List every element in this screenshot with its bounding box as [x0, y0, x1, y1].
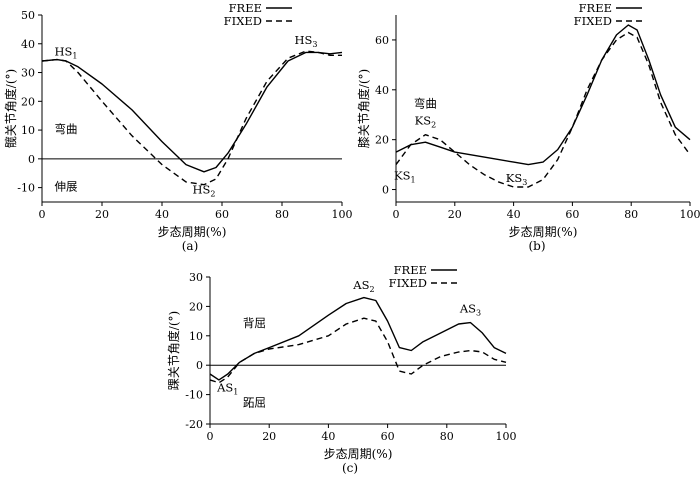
- ankle-annotation-text: AS: [352, 278, 369, 292]
- hip-annotation: HS3: [294, 33, 317, 49]
- knee-annotation: KS3: [506, 171, 528, 187]
- knee-chart: 0 20 40 60 80 100 0 20 40 60 步态周期(%) 膝关节角度/(°) (b) FR…: [356, 1, 700, 253]
- knee-annotation-text: KS: [506, 171, 523, 185]
- ankle-y-tick-label: 30: [189, 271, 203, 284]
- knee-annotation-text: KS: [415, 114, 432, 128]
- ankle-annotation-text: AS: [459, 301, 476, 315]
- knee-x-tick-label: 80: [624, 208, 638, 221]
- hip-y-tick-label: 20: [21, 95, 35, 108]
- hip-x-tick-label: 60: [215, 208, 229, 221]
- knee-series-free-line: [395, 24, 691, 166]
- hip-annotation-text: HS: [294, 33, 312, 47]
- hip-annotation-text: HS: [54, 44, 72, 58]
- hip-y-tick-label: 30: [21, 67, 35, 80]
- hip-legend-label: FIXED: [224, 14, 262, 28]
- hip-annotation: 伸展: [55, 179, 78, 193]
- hip-annotation: 弯曲: [55, 122, 78, 136]
- hip-annotation-text: 伸展: [55, 179, 78, 193]
- ankle-y-tick-label: 10: [189, 330, 203, 343]
- ankle-y-axis-label: 踝关节角度/(°): [166, 311, 181, 390]
- hip-annotation-sub: 2: [210, 189, 215, 198]
- hip-y-tick-label: 50: [21, 9, 35, 22]
- hip-y-tick-label: 40: [21, 38, 35, 51]
- hip-annotation-sub: 3: [312, 40, 317, 49]
- ankle-annotation-text: AS: [216, 381, 233, 395]
- ankle-y-tick-label: 0: [196, 359, 203, 372]
- knee-x-tick-label: 100: [680, 208, 700, 221]
- knee-annotation: KS1: [394, 169, 416, 185]
- knee-y-tick-label: 40: [375, 84, 389, 97]
- ankle-x-tick-label: 100: [496, 430, 517, 443]
- hip-annotation-text: HS: [192, 182, 210, 196]
- knee-annotation: 弯曲: [414, 96, 437, 110]
- ankle-y-tick-label: -10: [185, 389, 203, 402]
- ankle-annotation: 跖屈: [243, 395, 266, 409]
- knee-y-tick-label: 60: [375, 34, 389, 47]
- ankle-legend-label: FIXED: [389, 276, 427, 290]
- hip-x-tick-label: 0: [39, 208, 46, 221]
- knee-x-tick-label: 0: [393, 208, 400, 221]
- knee-series-fixed-line: [395, 31, 691, 188]
- knee-annotation-sub: 3: [522, 178, 527, 187]
- knee-x-tick-label: 60: [565, 208, 579, 221]
- hip-y-tick-label: 10: [21, 124, 35, 137]
- ankle-y-tick-label: -20: [185, 418, 203, 431]
- knee-annotation-text: 弯曲: [414, 96, 437, 110]
- ankle-series-fixed-line: [209, 317, 507, 384]
- hip-series-free-line: [41, 51, 343, 173]
- hip-annotation-sub: 1: [72, 51, 77, 60]
- ankle-x-tick-label: 20: [262, 430, 276, 443]
- hip-x-axis-label: 步态周期(%): [158, 225, 227, 239]
- knee-x-tick-label: 20: [448, 208, 462, 221]
- ankle-x-axis-label: 步态周期(%): [324, 447, 393, 461]
- knee-annotation-sub: 1: [411, 176, 416, 185]
- hip-x-tick-label: 100: [332, 208, 353, 221]
- hip-series-fixed-line: [41, 50, 342, 186]
- hip-y-axis-label: 髋关节角度/(°): [3, 69, 18, 148]
- hip-annotation-text: 弯曲: [55, 122, 78, 136]
- knee-annotation-sub: 2: [431, 121, 436, 130]
- knee-panel-label: (b): [528, 239, 545, 253]
- ankle-x-tick-label: 60: [381, 430, 395, 443]
- hip-y-tick-label: -10: [17, 182, 35, 195]
- hip-x-tick-label: 40: [155, 208, 169, 221]
- hip-legend-label: FREE: [229, 1, 262, 15]
- ankle-x-tick-label: 0: [207, 430, 214, 443]
- ankle-panel-label: (c): [342, 461, 358, 475]
- knee-annotation-text: KS: [394, 169, 411, 183]
- knee-legend-label: FIXED: [574, 14, 612, 28]
- knee-y-tick-label: 0: [382, 184, 389, 197]
- hip-y-tick-label: 0: [28, 153, 35, 166]
- knee-y-axis-label: 膝关节角度/(°): [356, 69, 371, 148]
- ankle-annotation: 背屈: [243, 316, 266, 330]
- ankle-annotation: AS1: [216, 381, 238, 397]
- hip-x-tick-label: 20: [95, 208, 109, 221]
- ankle-annotation-sub: 2: [369, 285, 374, 294]
- knee-legend-label: FREE: [579, 1, 612, 15]
- ankle-y-tick-label: 20: [189, 300, 203, 313]
- knee-y-tick-label: 20: [375, 134, 389, 147]
- hip-annotation: HS2: [192, 182, 215, 198]
- ankle-legend-label: FREE: [394, 263, 427, 277]
- ankle-annotation-text: 背屈: [243, 316, 266, 330]
- ankle-annotation-sub: 3: [476, 308, 481, 317]
- hip-annotation: HS1: [54, 44, 77, 60]
- knee-annotation: KS2: [415, 114, 437, 130]
- ankle-x-tick-label: 80: [440, 430, 454, 443]
- hip-panel-label: (a): [182, 239, 199, 253]
- ankle-x-tick-label: 40: [321, 430, 335, 443]
- hip-chart: 0 20 40 60 80 100 -10 0 10 20 30 40 50 步态周期(%) 髋关节角度/(…: [3, 1, 353, 253]
- ankle-annotation-text: 跖屈: [243, 395, 266, 409]
- knee-x-axis-label: 步态周期(%): [509, 225, 578, 239]
- knee-x-tick-label: 40: [507, 208, 521, 221]
- ankle-annotation-sub: 1: [233, 388, 238, 397]
- ankle-annotation: AS2: [352, 278, 374, 294]
- ankle-annotation: AS3: [459, 301, 481, 317]
- hip-x-tick-label: 80: [275, 208, 289, 221]
- ankle-chart: 0 20 40 60 80 100 -20 -10 0 10 20 30 步态周期(%) 踝关节角度/(°…: [166, 263, 517, 475]
